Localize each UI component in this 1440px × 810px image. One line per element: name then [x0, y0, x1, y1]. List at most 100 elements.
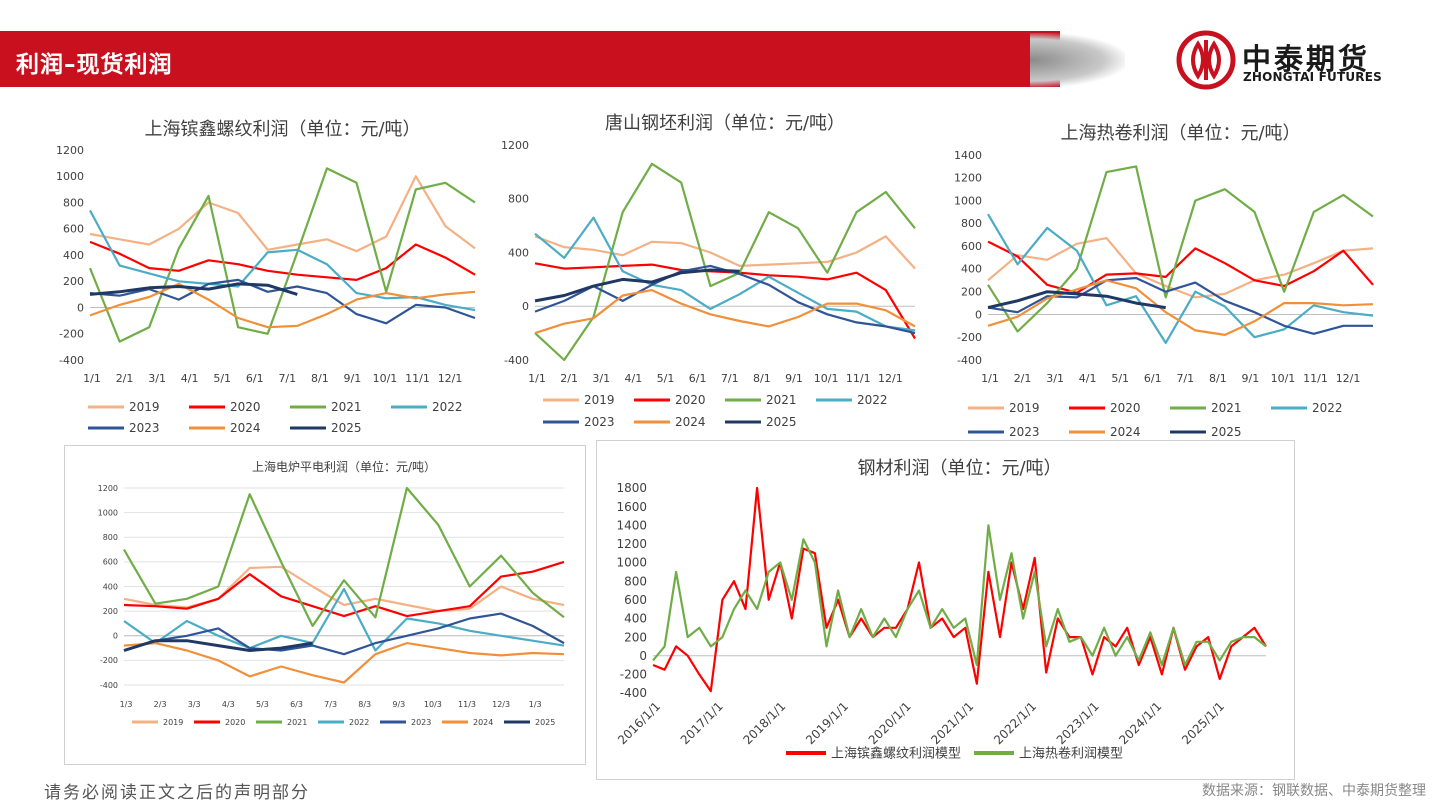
series-line-2025 [123, 639, 313, 652]
x-tick-label: 4/1 [625, 372, 643, 385]
series-line-2019 [89, 175, 476, 253]
chart-hrc-profit: 上海热卷利润（单位：元/吨） 1400 1200 1000 800 600 400 200 0 -… [948, 115, 1388, 445]
x-tick-label: 1/1 [528, 372, 546, 385]
x-tick-label: 4/3 [222, 700, 235, 709]
series-line-2022 [123, 587, 565, 652]
series-line-2025 [987, 290, 1166, 310]
legend-label: 2020 [675, 393, 706, 407]
chart-billet-profit: 唐山钢坯利润（单位：元/吨） 1200 800 400 0 -400 1/1 2/1 3/1 4/… [495, 105, 935, 435]
y-tick-label: -200 [957, 331, 982, 344]
x-tick-label: 6/1 [246, 372, 264, 385]
legend-label: 2019 [163, 718, 183, 727]
x-tick-label: 9/1 [785, 372, 803, 385]
legend-label: 2021 [331, 400, 362, 414]
y-tick-label: 1200 [501, 139, 529, 152]
y-tick-label: -400 [620, 686, 647, 700]
series-line-2023 [534, 264, 916, 335]
legend-label: 2024 [1110, 425, 1141, 439]
x-tick-label: 10/1 [814, 372, 839, 385]
x-tick-label: 4/1 [1079, 372, 1097, 385]
brand-name-cn: 中泰期货 [1242, 42, 1371, 76]
page-title: 利润–现货利润 [16, 52, 173, 78]
y-tick-label: 1200 [56, 144, 84, 157]
x-tick-label: 11/1 [846, 372, 871, 385]
legend-label: 2024 [675, 415, 706, 429]
x-tick-label: 8/1 [1209, 372, 1227, 385]
y-tick-label: 600 [63, 223, 84, 236]
y-tick-label: -400 [504, 354, 529, 367]
y-tick-label: 200 [961, 286, 982, 299]
y-tick-label: -400 [957, 354, 982, 367]
legend-label: 2020 [225, 718, 245, 727]
series-line-2024 [534, 289, 916, 335]
y-tick-label: 0 [975, 308, 982, 321]
y-tick-label: 1200 [954, 172, 982, 185]
x-tick-label: 8/3 [358, 700, 371, 709]
series-line-2019 [987, 236, 1374, 299]
y-tick-label: 800 [624, 574, 647, 588]
y-tick-label: 0 [77, 301, 84, 314]
y-tick-label: -400 [59, 354, 84, 367]
y-tick-label: 200 [63, 275, 84, 288]
series-line-2019 [534, 235, 916, 270]
legend-label: 2019 [1009, 401, 1040, 415]
legend-label: 2024 [230, 421, 261, 435]
x-tick-label: 12/3 [492, 700, 510, 709]
legend-label: 2020 [1110, 401, 1141, 415]
x-tick-label: 6/1 [689, 372, 707, 385]
series-line-2025 [534, 268, 740, 303]
x-tick-label: 12/1 [878, 372, 903, 385]
x-tick-label: 11/1 [405, 372, 430, 385]
x-tick-label: 2/1 [560, 372, 578, 385]
x-tick-label: 5/1 [213, 372, 231, 385]
legend-label: 2025 [331, 421, 362, 435]
y-tick-label: 1800 [616, 481, 647, 495]
y-tick-label: 400 [624, 612, 647, 626]
x-tick-label: 9/1 [1242, 372, 1260, 385]
series-line-2022 [534, 216, 916, 332]
brand-logo-icon [1176, 30, 1236, 90]
x-tick-label: 7/1 [278, 372, 296, 385]
x-tick-label: 3/1 [1046, 372, 1064, 385]
y-tick-label: 1000 [98, 508, 118, 517]
x-tick-label: 11/1 [1303, 372, 1328, 385]
x-tick-label: 7/1 [1176, 372, 1194, 385]
series-line-2021 [534, 162, 916, 362]
y-tick-label: 800 [508, 193, 529, 206]
y-tick-label: 0 [522, 300, 529, 313]
y-tick-label: 200 [103, 607, 118, 616]
x-tick-label: 8/1 [311, 372, 329, 385]
x-tick-label: 3/3 [188, 700, 201, 709]
y-tick-label: 600 [961, 240, 982, 253]
series-line-2020 [123, 560, 565, 618]
legend-label: 2021 [287, 718, 307, 727]
legend-label: 2023 [411, 718, 431, 727]
x-tick-label: 10/1 [1271, 372, 1296, 385]
x-tick-label: 5/3 [256, 700, 269, 709]
y-tick-label: 1200 [616, 537, 647, 551]
series-line-2023 [123, 612, 565, 656]
y-tick-label: 800 [961, 217, 982, 230]
series-line-上海镔鑫螺纹利润模型 [652, 486, 1267, 693]
legend-label: 2021 [1211, 401, 1242, 415]
y-tick-label: 400 [508, 246, 529, 259]
series-line-2023 [89, 278, 476, 325]
footer-source: 数据来源：钢联数据、中泰期货整理 [1202, 783, 1426, 799]
chart-title: 钢材利润（单位：元/吨） [857, 458, 1061, 479]
y-tick-label: 400 [961, 263, 982, 276]
y-tick-label: -200 [620, 668, 647, 682]
x-tick-label: 5/1 [657, 372, 675, 385]
legend-label: 2022 [432, 400, 463, 414]
chart-title: 唐山钢坯利润（单位：元/吨） [605, 113, 845, 134]
x-tick-label: 7/1 [721, 372, 739, 385]
x-tick-label: 1/1 [83, 372, 101, 385]
x-tick-label: 2/1 [1014, 372, 1032, 385]
series-line-2022 [987, 213, 1374, 344]
y-tick-label: 0 [113, 632, 118, 641]
legend-label: 2023 [584, 415, 615, 429]
legend-label: 2025 [766, 415, 797, 429]
y-tick-label: 1000 [954, 194, 982, 207]
legend-label: 2020 [230, 400, 261, 414]
series-line-2021 [123, 486, 565, 627]
chart-title: 上海电炉平电利润（单位：元/吨） [252, 459, 436, 474]
